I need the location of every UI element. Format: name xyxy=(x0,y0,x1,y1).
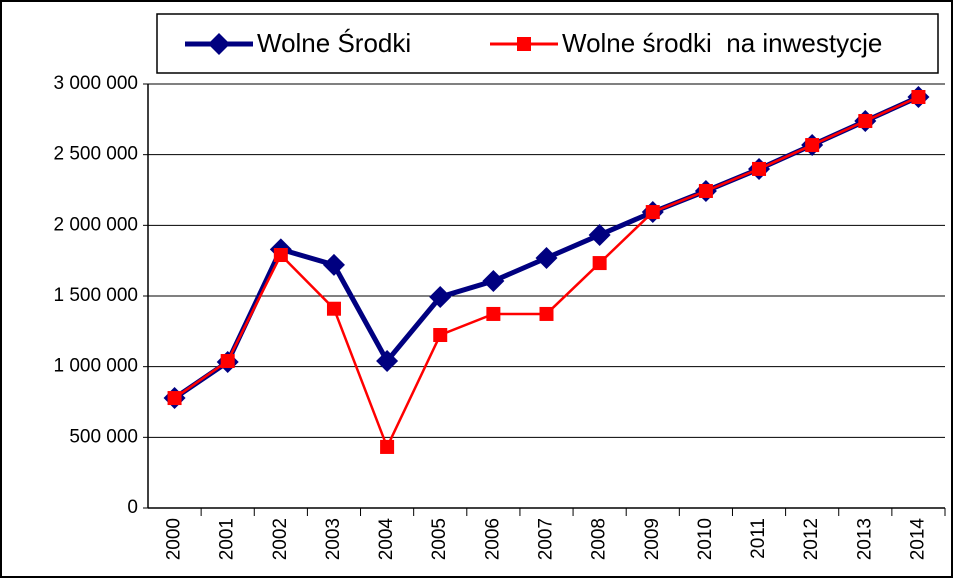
x-tick-label: 2009 xyxy=(642,518,663,560)
marker xyxy=(486,306,501,321)
marker xyxy=(592,256,607,271)
marker xyxy=(376,350,399,373)
x-tick-label: 2001 xyxy=(217,518,238,560)
x-tick-label: 2005 xyxy=(429,518,450,560)
legend-label: Wolne środki na inwestycje xyxy=(562,28,882,58)
marker xyxy=(220,354,235,369)
x-tick-label: 2003 xyxy=(323,518,344,560)
marker xyxy=(752,161,767,176)
marker xyxy=(208,33,230,55)
marker xyxy=(167,391,182,406)
marker xyxy=(322,253,345,276)
marker xyxy=(539,306,554,321)
x-tick-label: 2013 xyxy=(854,518,875,560)
x-tick-label: 2014 xyxy=(907,518,928,561)
x-tick-label: 2004 xyxy=(376,518,397,561)
x-tick-label: 2006 xyxy=(482,518,503,560)
y-tick-label: 2 000 000 xyxy=(53,214,138,235)
y-tick-label: 1 000 000 xyxy=(53,356,138,377)
legend-label: Wolne Środki xyxy=(257,28,411,58)
marker xyxy=(380,439,395,454)
y-tick-label: 1 500 000 xyxy=(53,285,138,306)
y-tick-label: 3 000 000 xyxy=(53,73,138,94)
marker xyxy=(698,183,713,198)
marker xyxy=(588,223,611,246)
marker xyxy=(326,301,341,316)
marker xyxy=(535,246,558,269)
y-tick-label: 0 xyxy=(127,497,138,518)
marker xyxy=(805,138,820,153)
marker xyxy=(273,248,288,263)
y-tick-label: 2 500 000 xyxy=(53,144,138,165)
marker xyxy=(433,328,448,343)
x-tick-label: 2000 xyxy=(164,518,185,560)
marker xyxy=(645,205,660,220)
marker xyxy=(911,90,926,105)
marker xyxy=(858,114,873,129)
x-tick-label: 2011 xyxy=(748,518,769,559)
x-tick-label: 2008 xyxy=(589,518,610,560)
x-tick-label: 2012 xyxy=(801,518,822,560)
y-tick-label: 500 000 xyxy=(69,426,138,447)
x-tick-label: 2002 xyxy=(270,518,291,560)
marker xyxy=(429,285,452,308)
marker xyxy=(482,270,505,293)
marker xyxy=(517,37,531,51)
x-tick-label: 2010 xyxy=(695,518,716,560)
x-tick-label: 2007 xyxy=(536,518,557,560)
